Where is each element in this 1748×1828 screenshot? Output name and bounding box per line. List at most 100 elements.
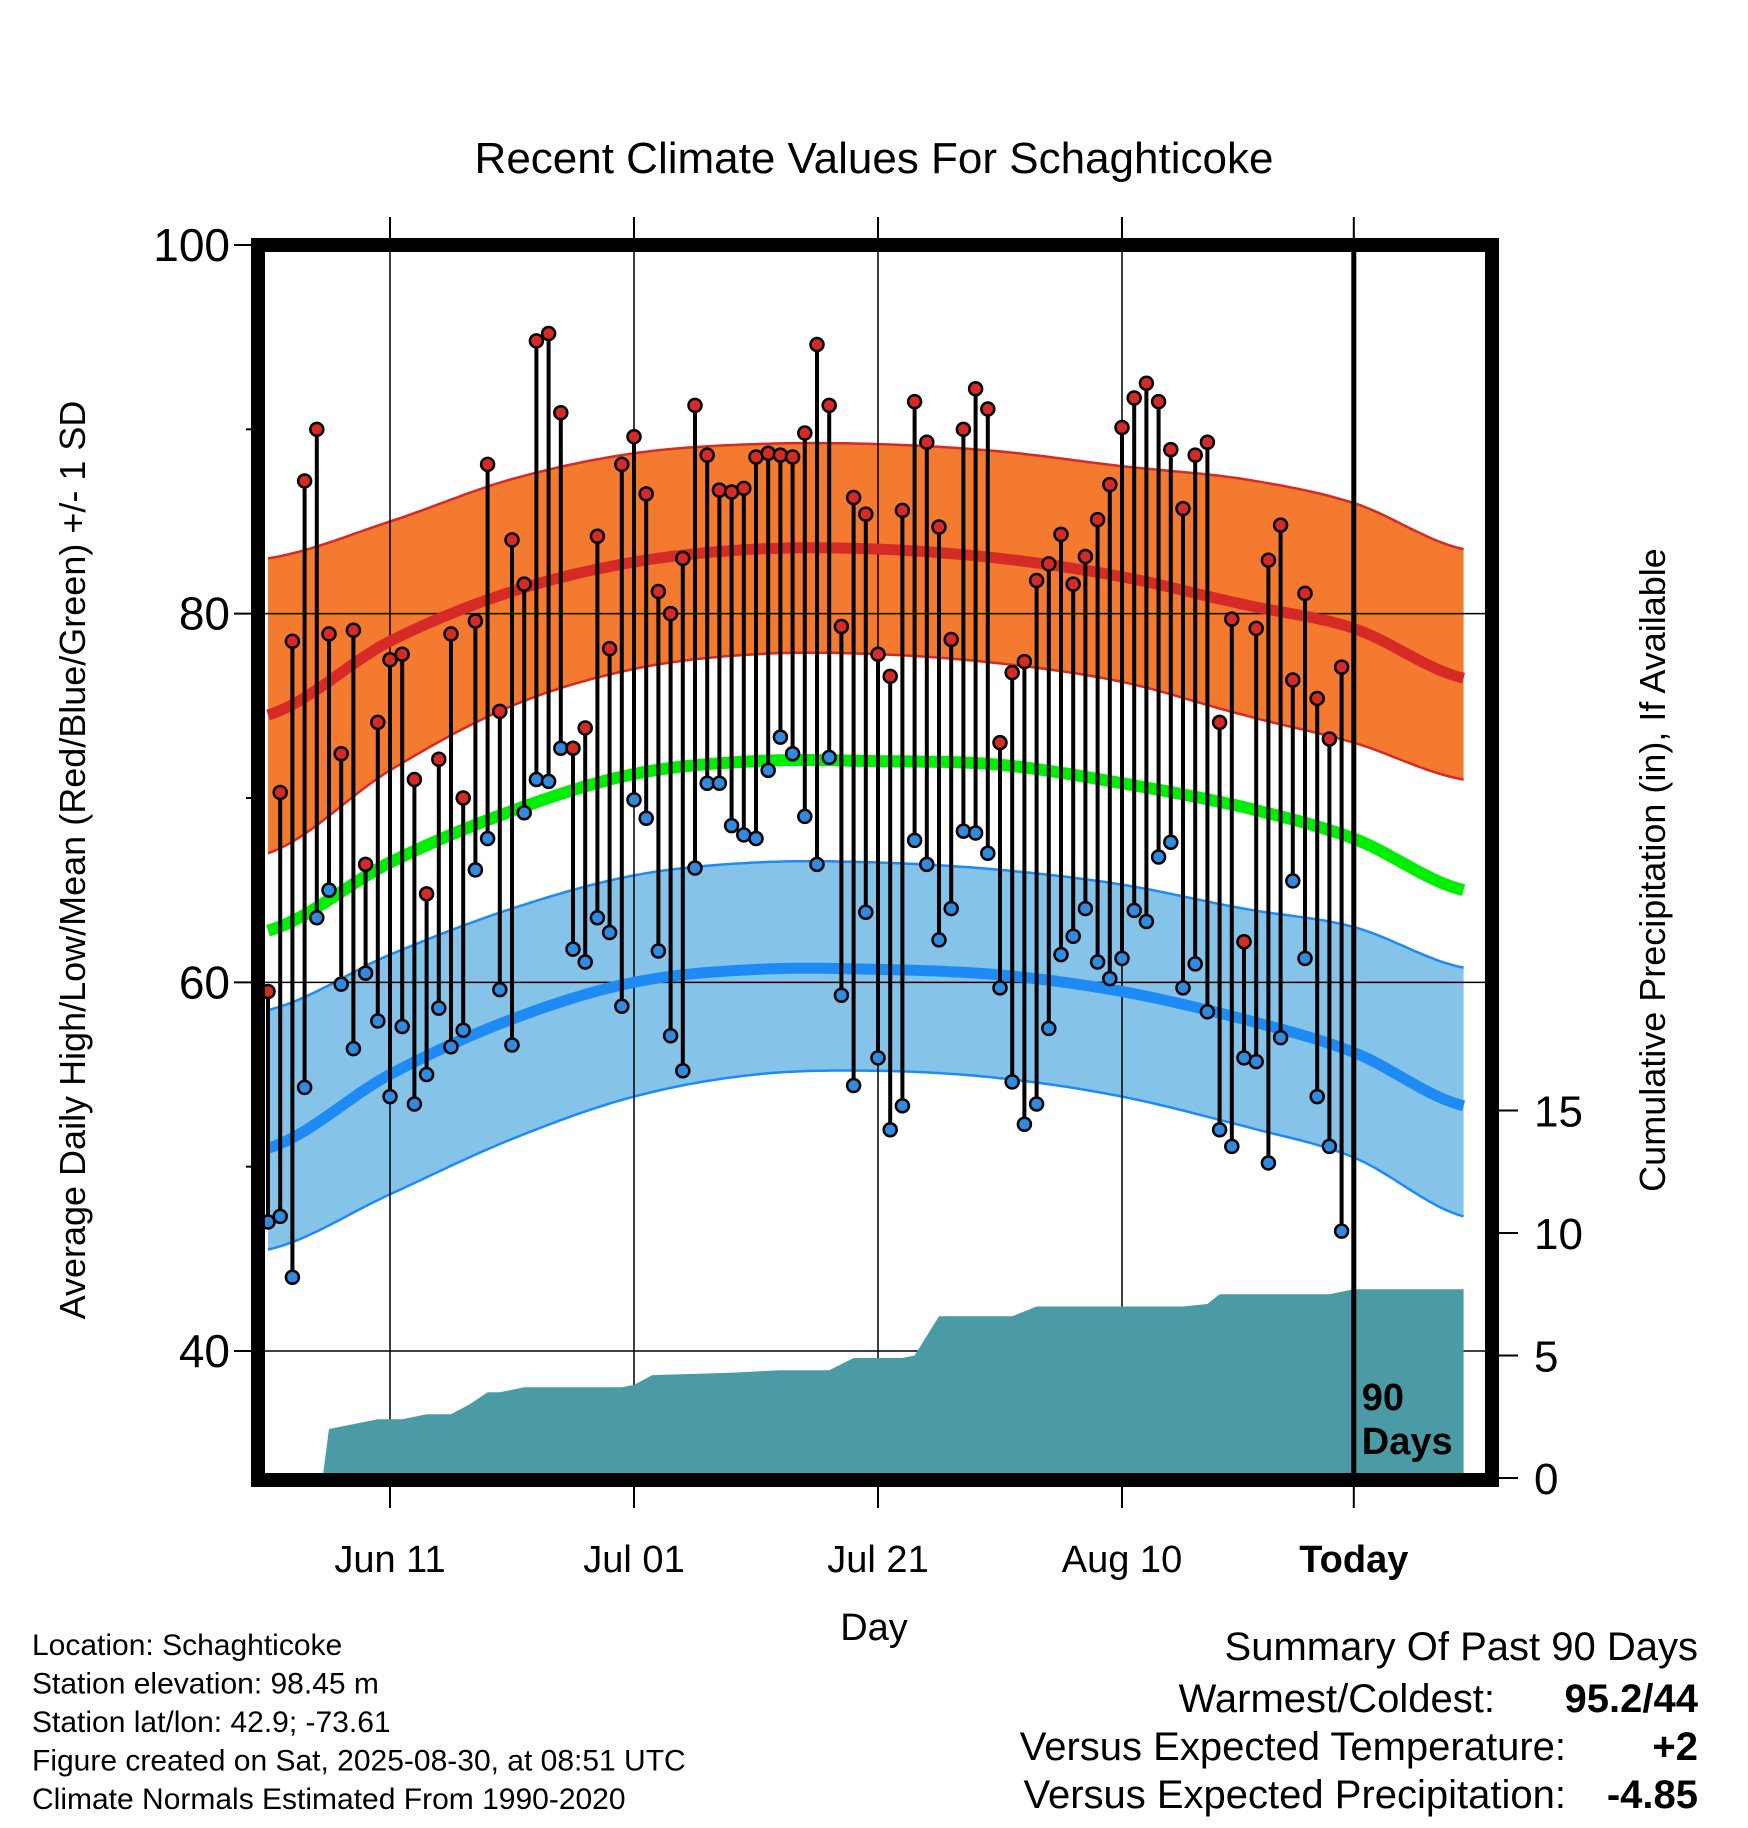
daily-high-point <box>1103 478 1116 491</box>
daily-high-point <box>1238 935 1251 948</box>
daily-high-point <box>823 399 836 412</box>
daily-high-point <box>1055 528 1068 541</box>
daily-high-point <box>628 430 641 443</box>
daily-low-point <box>725 819 738 832</box>
daily-low-point <box>310 911 323 924</box>
daily-high-point <box>1225 613 1238 626</box>
daily-high-point <box>530 334 543 347</box>
daily-low-point <box>1103 972 1116 985</box>
daily-high-point <box>1067 578 1080 591</box>
daily-low-point <box>579 956 592 969</box>
daily-high-point <box>493 705 506 718</box>
daily-high-point <box>359 858 372 871</box>
y2-tick-label: 15 <box>1534 1088 1583 1137</box>
daily-high-point <box>1018 655 1031 668</box>
daily-high-point <box>445 627 458 640</box>
daily-low-point <box>1116 952 1129 965</box>
daily-low-point <box>798 810 811 823</box>
daily-low-point <box>847 1079 860 1092</box>
daily-low-point <box>1286 874 1299 887</box>
daily-low-point <box>664 1029 677 1042</box>
daily-low-point <box>1140 915 1153 928</box>
daily-high-point <box>481 458 494 471</box>
precip-cumulative-area <box>268 1289 1464 1478</box>
daily-low-point <box>676 1064 689 1077</box>
daily-high-point <box>786 450 799 463</box>
daily-high-point <box>1274 519 1287 532</box>
daily-low-point <box>896 1099 909 1112</box>
daily-high-point <box>335 747 348 760</box>
summary-panel: Summary Of Past 90 DaysWarmest/Coldest:9… <box>1020 1625 1699 1817</box>
daily-low-point <box>396 1020 409 1033</box>
daily-high-point <box>859 508 872 521</box>
daily-high-point <box>847 491 860 504</box>
daily-high-point <box>640 487 653 500</box>
x-axis-label: Day <box>840 1607 908 1649</box>
daily-low-point <box>286 1271 299 1284</box>
daily-high-point <box>994 736 1007 749</box>
daily-low-point <box>981 847 994 860</box>
daily-high-point <box>969 382 982 395</box>
daily-high-point <box>1201 436 1214 449</box>
daily-high-point <box>908 395 921 408</box>
daily-high-point <box>798 427 811 440</box>
daily-low-point <box>384 1090 397 1103</box>
daily-low-point <box>1311 1090 1324 1103</box>
daily-high-point <box>896 504 909 517</box>
daily-low-point <box>762 764 775 777</box>
daily-low-point <box>615 1000 628 1013</box>
daily-high-point <box>1323 733 1336 746</box>
daily-high-point <box>432 753 445 766</box>
station-info-line: Climate Normals Estimated From 1990-2020 <box>32 1783 626 1816</box>
daily-high-point <box>347 624 360 637</box>
daily-low-point <box>1262 1156 1275 1169</box>
daily-low-point <box>884 1123 897 1136</box>
daily-low-point <box>298 1081 311 1094</box>
station-info-line: Figure created on Sat, 2025-08-30, at 08… <box>32 1745 686 1778</box>
daily-high-point <box>1152 395 1165 408</box>
daily-high-point <box>1262 554 1275 567</box>
daily-high-point <box>1091 513 1104 526</box>
daily-high-point <box>1286 674 1299 687</box>
daily-low-point <box>1128 904 1141 917</box>
daily-low-point <box>811 858 824 871</box>
daily-low-point <box>1152 850 1165 863</box>
vs-precip-value: -4.85 <box>1607 1773 1698 1817</box>
daily-high-point <box>420 887 433 900</box>
daily-high-point <box>542 327 555 340</box>
daily-high-point <box>920 436 933 449</box>
daily-low-point <box>969 827 982 840</box>
daily-low-point <box>908 834 921 847</box>
daily-low-point <box>994 981 1007 994</box>
daily-low-point <box>1042 1022 1055 1035</box>
daily-low-point <box>1164 836 1177 849</box>
daily-low-point <box>530 773 543 786</box>
daily-high-point <box>981 403 994 416</box>
daily-low-point <box>713 777 726 790</box>
daily-low-point <box>1323 1140 1336 1153</box>
daily-high-point <box>286 635 299 648</box>
daily-high-point <box>1335 661 1348 674</box>
daily-high-point <box>603 642 616 655</box>
daily-high-point <box>1140 377 1153 390</box>
daily-high-point <box>762 447 775 460</box>
daily-low-point <box>323 884 336 897</box>
station-info: Location: SchaghticokeStation elevation:… <box>32 1629 686 1816</box>
daily-high-point <box>298 474 311 487</box>
daily-low-point <box>1335 1225 1348 1238</box>
daily-high-point <box>1311 692 1324 705</box>
daily-low-point <box>652 944 665 957</box>
daily-high-point <box>1299 587 1312 600</box>
daily-high-point <box>1189 449 1202 462</box>
vs-precip-label: Versus Expected Precipitation: <box>1023 1773 1566 1817</box>
daily-low-point <box>591 911 604 924</box>
daily-low-point <box>957 825 970 838</box>
y-axis-label: Average Daily High/Low/Mean (Red/Blue/Gr… <box>52 401 93 1320</box>
daily-low-point <box>1225 1140 1238 1153</box>
daily-low-point <box>1055 948 1068 961</box>
daily-high-point <box>506 533 519 546</box>
y2-axis-label: Cumulative Precipitation (in), If Availa… <box>1632 548 1673 1192</box>
daily-low-point <box>469 863 482 876</box>
y2-tick-label: 10 <box>1534 1210 1583 1259</box>
